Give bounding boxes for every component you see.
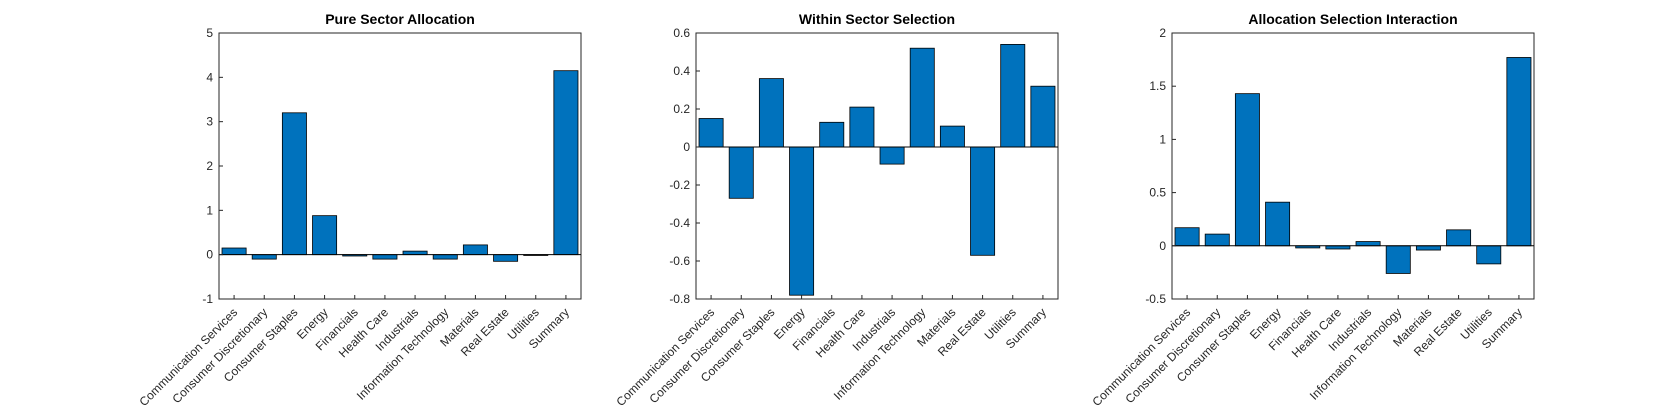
bar-consumer-discretionary [728,146,754,199]
bar-communication-services [698,118,724,148]
bar-communication-services [1174,227,1200,247]
bar-summary [553,70,579,256]
bar-information-technology [909,47,935,148]
bar-materials [462,244,488,256]
plot-area [695,32,1059,300]
bar-utilities [1000,44,1026,148]
y-tick-label: -0.5 [1145,292,1166,306]
bar-energy [789,146,815,296]
y-tick-label: 0.5 [1149,186,1166,200]
chart-title: Allocation Selection Interaction [1248,11,1457,27]
bar-materials [1415,245,1441,251]
bar-financials [819,121,845,148]
plot-area [1171,32,1535,300]
bar-information-technology [432,254,458,260]
bar-real-estate [493,254,519,262]
y-tick-label: 1.5 [1149,79,1166,93]
y-tick-label: 0.4 [673,64,690,78]
y-tick-label: 5 [206,26,213,40]
bar-summary [1506,57,1532,247]
bar-consumer-staples [758,78,784,148]
bar-consumer-discretionary [1204,233,1230,247]
bar-consumer-staples [281,112,307,256]
chart-title: Pure Sector Allocation [325,11,475,27]
y-tick-label: 1 [1159,132,1166,146]
bar-industrials [1355,241,1381,247]
y-tick-label: 3 [206,115,213,129]
bar-real-estate [970,146,996,256]
chart-title: Within Sector Selection [799,11,955,27]
y-tick-label: -1 [202,292,213,306]
bar-health-care [849,106,875,148]
bar-information-technology [1385,245,1411,274]
y-tick-label: -0.2 [669,178,690,192]
y-tick-label: 2 [206,159,213,173]
y-tick-label: 0 [1159,239,1166,253]
bar-energy [1265,201,1291,247]
y-tick-label: 0.2 [673,102,690,116]
bar-consumer-discretionary [251,254,277,260]
bar-materials [939,125,965,148]
bar-communication-services [221,247,247,256]
chart-allocation-selection-interaction: Allocation Selection Interaction -0.5 0 0.… [1089,11,1535,409]
chart-within-sector-selection: Within Sector Selection -0.8 -0.6 -0.4 -0.2… [613,11,1059,409]
bar-summary [1030,85,1056,148]
bar-utilities [1476,245,1502,265]
y-tick-label: -0.4 [669,216,690,230]
y-tick-label: 0 [206,248,213,262]
bar-health-care [372,254,398,260]
y-tick-label: -0.6 [669,254,690,268]
bar-real-estate [1446,229,1472,247]
y-tick-label: 0 [683,140,690,154]
chart-pure-sector-allocation: Pure Sector Allocation -1012345Communica… [136,11,582,409]
y-tick-label: 4 [206,70,213,84]
bar-energy [312,215,338,256]
y-tick-label: 0.6 [673,26,690,40]
bar-consumer-staples [1234,93,1260,247]
y-tick-label: -0.8 [669,292,690,306]
bar-industrials [402,250,428,256]
y-tick-label: 1 [206,203,213,217]
bar-industrials [879,146,905,165]
y-tick-label: 2 [1159,26,1166,40]
